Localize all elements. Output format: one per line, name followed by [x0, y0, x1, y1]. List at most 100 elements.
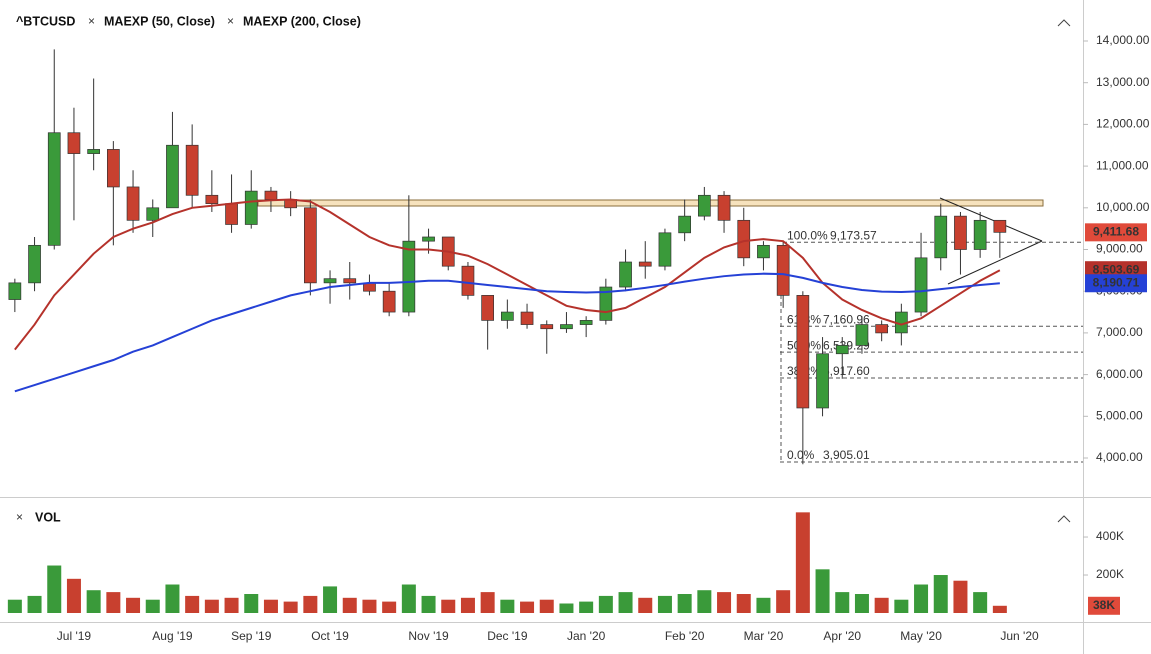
volume-bar: [165, 584, 180, 613]
x-tick-label: Dec '19: [487, 629, 528, 643]
volume-bar: [854, 594, 869, 613]
y-tick-label: 12,000.00: [1096, 117, 1150, 131]
volume-bar: [27, 595, 42, 613]
candle-body: [343, 278, 357, 284]
volume-bar: [480, 592, 495, 613]
collapse-icon[interactable]: [1057, 515, 1071, 523]
volume-badge: [1088, 596, 1120, 615]
price-badge-label: 8,190.71: [1093, 275, 1140, 289]
fib-label: 100.0%: [787, 228, 828, 242]
price-badge: [1085, 274, 1147, 293]
candle-body: [954, 215, 967, 250]
candle-body: [757, 244, 770, 259]
candle-body: [697, 194, 711, 217]
candle-body: [816, 353, 829, 409]
x-tick-label: Nov '19: [408, 629, 449, 643]
candle-body: [67, 132, 81, 154]
x-tick-label: Apr '20: [823, 629, 861, 643]
fib-label: 0.0%: [787, 448, 815, 462]
volume-bar: [559, 603, 574, 613]
resistance-zone: [257, 199, 1044, 207]
fib-value: 7,160.96: [823, 312, 870, 326]
legend-volume[interactable]: VOL: [35, 510, 61, 524]
moving-average: [14, 198, 1001, 351]
x-tick-label: Aug '19: [152, 629, 193, 643]
volume-bar: [106, 592, 121, 613]
volume-bar: [500, 599, 515, 613]
volume-bar: [697, 590, 712, 613]
volume-bar: [933, 575, 948, 613]
y-tick-label: 11,000.00: [1096, 158, 1149, 172]
price-badge: [1085, 223, 1147, 242]
candle-body: [47, 132, 61, 246]
candle-body: [304, 207, 317, 284]
volume-bar: [263, 599, 278, 613]
legend-ma200[interactable]: MAEXP (200, Close): [243, 14, 361, 28]
price-badge-label: 9,411.68: [1093, 225, 1139, 239]
volume-bar: [185, 595, 200, 613]
volume-bar: [815, 569, 830, 613]
volume-bar: [460, 597, 475, 613]
y-tick-label: 6,000.00: [1096, 367, 1143, 381]
y-tick-label: 7,000.00: [1096, 325, 1143, 339]
remove-icon[interactable]: ×: [227, 14, 234, 28]
volume-bar: [244, 594, 259, 613]
volume-bar: [520, 601, 535, 613]
remove-icon[interactable]: ×: [88, 14, 95, 28]
candle-body: [146, 207, 160, 221]
volume-bar: [382, 601, 397, 613]
y-tick-label: 10,000.00: [1096, 200, 1150, 214]
volume-bar: [401, 584, 416, 613]
volume-bar: [303, 595, 318, 613]
volume-bar: [441, 599, 456, 613]
candle-body: [205, 194, 219, 204]
volume-bar: [874, 597, 889, 613]
triangle-pattern: [939, 197, 1043, 285]
candle-body: [501, 311, 514, 321]
y-tick-label: 4,000.00: [1096, 450, 1143, 464]
x-tick-label: May '20: [900, 629, 942, 643]
x-tick-label: Sep '19: [231, 629, 272, 643]
candle-body: [185, 144, 199, 196]
volume-bar: [677, 594, 692, 613]
volume-bar: [894, 599, 909, 613]
candle-body: [875, 324, 889, 334]
x-tick-label: Feb '20: [665, 629, 705, 643]
candle-body: [678, 215, 692, 234]
volume-bar: [973, 592, 988, 613]
candle-body: [934, 215, 948, 259]
volume-bar: [421, 595, 436, 613]
volume-bar: [126, 597, 141, 613]
candle-body: [835, 345, 849, 355]
volume-bar: [717, 592, 732, 613]
candle-body: [106, 149, 120, 188]
candle-body: [776, 244, 790, 296]
volume-bar: [618, 592, 633, 613]
candle-body: [737, 219, 751, 259]
legend-ma50[interactable]: MAEXP (50, Close): [104, 14, 215, 28]
x-tick-label: Oct '19: [311, 629, 349, 643]
candle-body: [244, 190, 258, 225]
y-tick-label: 400K: [1096, 529, 1124, 543]
volume-bar: [539, 599, 554, 613]
candle-body: [579, 320, 593, 325]
collapse-icon[interactable]: [1057, 19, 1071, 27]
volume-bar: [953, 580, 968, 613]
candle-body: [796, 295, 810, 409]
volume-bar: [657, 595, 672, 613]
volume-bar: [736, 594, 751, 613]
candle-body: [638, 261, 652, 267]
remove-icon[interactable]: ×: [16, 510, 23, 524]
candle-body: [520, 311, 534, 325]
legend-symbol[interactable]: ^BTCUSD: [16, 14, 75, 28]
x-tick-label: Jun '20: [1000, 629, 1039, 643]
candle-body: [8, 282, 22, 300]
x-tick-label: Jul '19: [57, 629, 92, 643]
candle-body: [481, 295, 494, 321]
candle-body: [461, 265, 475, 296]
volume-bar: [47, 565, 62, 613]
volume-bar: [283, 601, 298, 613]
fib-value: 3,905.01: [823, 448, 870, 462]
